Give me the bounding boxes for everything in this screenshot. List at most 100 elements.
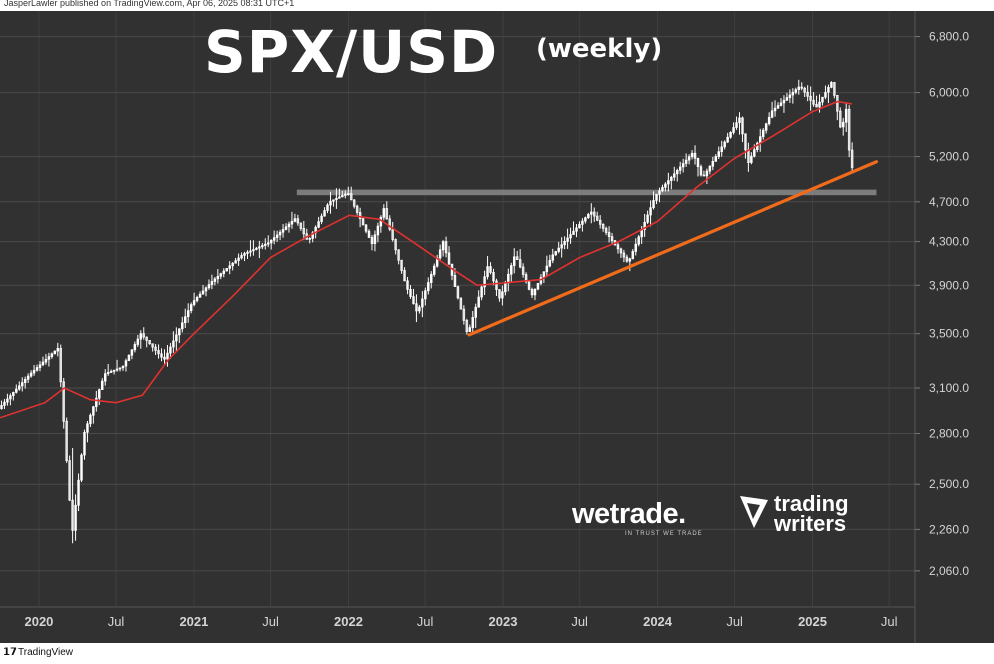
candle-body xyxy=(604,228,608,233)
candle-body xyxy=(329,200,332,206)
candle-body xyxy=(595,215,599,221)
candle-body xyxy=(504,282,507,293)
candle-body xyxy=(347,193,350,196)
candle-body xyxy=(175,334,178,342)
candle-body xyxy=(98,389,101,399)
candle-body xyxy=(732,127,735,133)
candle-body xyxy=(729,132,732,138)
candle-body xyxy=(673,173,676,178)
candle-body xyxy=(154,346,157,351)
candle-body xyxy=(738,117,741,124)
candle-body xyxy=(750,155,753,163)
candle-body xyxy=(44,358,48,363)
candle-body xyxy=(332,199,335,202)
x-tick-label: Jul xyxy=(571,614,588,629)
candle-body xyxy=(628,258,632,262)
candle-body xyxy=(231,262,234,267)
candle-body xyxy=(207,284,211,289)
candle-body xyxy=(109,370,113,373)
candle-body xyxy=(35,367,39,371)
candle-body xyxy=(788,94,792,98)
wetrade-logo: wetrade. IN TRUST WE TRADE xyxy=(572,498,722,542)
grid xyxy=(0,11,915,607)
candle-body xyxy=(610,236,614,242)
candle-body xyxy=(521,266,525,275)
candle-body xyxy=(181,322,184,330)
candle-body xyxy=(764,123,768,131)
candle-body xyxy=(839,110,842,128)
moving-average-line xyxy=(0,100,853,419)
candle-body xyxy=(136,338,140,345)
candle-body xyxy=(326,204,329,211)
candle-body xyxy=(12,392,15,396)
trading-writers-line-2: writers xyxy=(774,511,847,536)
candle-body xyxy=(246,251,249,254)
candle-body xyxy=(809,95,812,101)
candle-body xyxy=(664,183,667,188)
price-axis: 2,060.0 2,260.0 2,500.0 2,800.0 3,100.0 3,500… xyxy=(915,30,969,578)
candle-body xyxy=(678,166,682,171)
candle-body xyxy=(198,293,202,298)
candle-body xyxy=(299,222,303,229)
candle-body xyxy=(59,348,62,383)
candle-body xyxy=(593,211,596,217)
candle-body xyxy=(189,304,193,311)
candle-body xyxy=(178,328,181,336)
candle-body xyxy=(444,241,448,254)
candle-body xyxy=(753,149,756,157)
candle-body xyxy=(320,215,323,223)
candle-body xyxy=(290,221,294,225)
trendline xyxy=(467,160,879,337)
support-zone xyxy=(296,189,877,196)
candle-body xyxy=(800,86,803,89)
candle-body xyxy=(850,149,854,168)
candle-body xyxy=(47,356,51,360)
x-tick-label: 2023 xyxy=(489,614,518,629)
candle-body xyxy=(272,237,276,241)
candle-body xyxy=(83,431,86,456)
candle-body xyxy=(708,165,712,172)
footer: 𝟭𝟳 TradingView xyxy=(0,643,994,664)
tradingview-logo-icon: 𝟭𝟳 xyxy=(3,647,17,658)
candle-body xyxy=(261,245,264,248)
candle-body xyxy=(258,246,261,249)
candle-body xyxy=(103,373,107,382)
candle-body xyxy=(373,234,377,245)
candle-body xyxy=(9,395,12,400)
price-chart: 2,060.0 2,260.0 2,500.0 2,800.0 3,100.0 3,500… xyxy=(0,11,994,643)
y-tick-label: 6,000.0 xyxy=(929,86,969,100)
candle-body xyxy=(545,265,549,273)
candle-body xyxy=(160,353,163,358)
candle-body xyxy=(598,219,602,225)
candle-body xyxy=(631,251,635,260)
candle-body xyxy=(323,210,326,217)
candle-body xyxy=(23,379,27,383)
candle-body xyxy=(492,272,495,282)
candle-body xyxy=(527,281,531,290)
candle-body xyxy=(394,239,397,251)
candle-body xyxy=(836,94,839,112)
candle-body xyxy=(530,289,534,296)
candle-body xyxy=(62,381,65,422)
candle-body xyxy=(349,193,353,201)
y-tick-label: 4,700.0 xyxy=(929,195,969,209)
candle-body xyxy=(118,367,122,370)
candle-body xyxy=(403,270,406,282)
candle-body xyxy=(195,297,199,301)
candle-body xyxy=(352,199,356,207)
candle-body xyxy=(690,152,694,158)
candle-body xyxy=(264,243,267,246)
y-tick-label: 6,800.0 xyxy=(929,30,969,44)
candle-body xyxy=(459,297,463,310)
candle-body xyxy=(601,223,605,229)
x-tick-label: Jul xyxy=(726,614,743,629)
candle-body xyxy=(468,327,472,332)
x-tick-label: 2020 xyxy=(24,614,53,629)
candle-body xyxy=(121,365,125,369)
candle-body xyxy=(794,89,798,93)
candle-body xyxy=(139,333,143,340)
candle-body xyxy=(699,166,703,176)
candle-body xyxy=(317,221,320,228)
candle-body xyxy=(676,169,679,175)
x-tick-label: Jul xyxy=(262,614,279,629)
